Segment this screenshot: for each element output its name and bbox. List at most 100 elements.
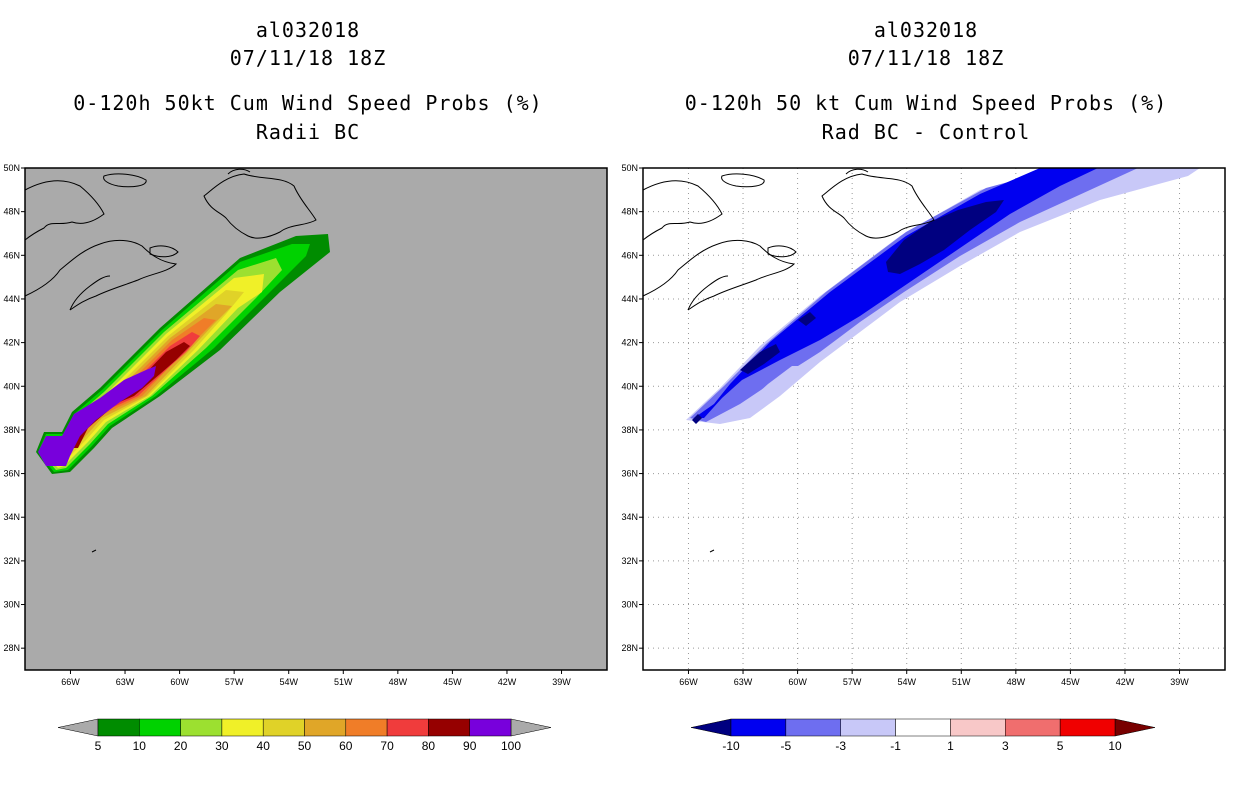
right-x-tick-label: 66W <box>679 677 698 687</box>
left-y-tick-label: 38N <box>3 425 20 435</box>
right-colorbar-label: 5 <box>1057 739 1064 753</box>
right-colorbar-label: -3 <box>835 739 846 753</box>
right-y-tick-label: 28N <box>621 643 638 653</box>
left-y-tick-label: 32N <box>3 556 20 566</box>
diff-contour-minus10-d <box>692 414 702 424</box>
right-colorbar-left-tip <box>690 718 732 737</box>
right-y-tick-label: 36N <box>621 469 638 479</box>
diff-contour-minus1 <box>686 168 1200 424</box>
right-y-tick-label: 44N <box>621 294 638 304</box>
right-x-tick-label: 54W <box>897 677 916 687</box>
left-colorbar-label: 20 <box>174 739 188 753</box>
left-colorbar-right-tip <box>510 718 552 737</box>
right-map-frame <box>642 167 1226 671</box>
right-x-tick-label: 45W <box>1061 677 1080 687</box>
left-colorbar-swatch <box>180 718 223 737</box>
left-y-tick-label: 34N <box>3 512 20 522</box>
left-map-frame <box>24 167 608 671</box>
left-y-tick-label: 42N <box>3 338 20 348</box>
left-colorbar-swatch <box>469 718 512 737</box>
left-storm-id: al032018 <box>255 18 361 42</box>
right-difference-plume <box>686 168 1200 424</box>
left-colorbar-label: 30 <box>215 739 229 753</box>
right-colorbar-label: -10 <box>722 739 740 753</box>
left-coastlines <box>24 168 317 553</box>
right-x-tick-label: 51W <box>952 677 971 687</box>
left-x-tick-label: 51W <box>334 677 353 687</box>
right-storm-id: al032018 <box>873 18 979 42</box>
prob-contour-90 <box>38 366 156 466</box>
right-coastlines <box>642 168 935 553</box>
left-y-tick-label: 40N <box>3 381 20 391</box>
right-x-tick-label: 39W <box>1170 677 1189 687</box>
diff-contour-minus10-c <box>798 312 816 326</box>
left-colorbar-label: 50 <box>298 739 312 753</box>
right-y-tick-label: 50N <box>621 163 638 173</box>
right-colorbar-swatch <box>1005 718 1061 737</box>
left-y-tick-label: 28N <box>3 643 20 653</box>
right-date: 07/11/18 18Z <box>847 46 1005 70</box>
right-x-axis: 66W 63W 60W 57W 54W 51W 48W 45W 42W 39W <box>679 670 1189 687</box>
diff-contour-minus10-b <box>740 344 780 374</box>
left-y-axis: 50N 48N 46N 44N 42N 40N 38N 36N 34N 32N 30N 28N <box>3 163 25 653</box>
left-colorbar-swatch <box>97 718 140 737</box>
left-colorbar-label: 10 <box>133 739 147 753</box>
right-y-axis: 50N 48N 46N 44N 42N 40N 38N 36N 34N 32N 30N 28N <box>621 163 643 653</box>
left-colorbar-left-tip <box>57 718 99 737</box>
left-colorbar-label: 70 <box>380 739 394 753</box>
left-x-tick-label: 54W <box>279 677 298 687</box>
right-x-tick-label: 48W <box>1007 677 1026 687</box>
right-colorbar: -10 -5 -3 -1 1 3 5 10 <box>690 718 1156 753</box>
diff-contour-minus1-b <box>744 366 806 414</box>
right-colorbar-label: -5 <box>781 739 792 753</box>
left-colorbar-swatch <box>345 718 388 737</box>
left-x-tick-label: 48W <box>389 677 408 687</box>
right-y-tick-label: 42N <box>621 338 638 348</box>
left-colorbar-swatch <box>386 718 429 737</box>
right-colorbar-label: 10 <box>1108 739 1122 753</box>
left-colorbar-label: 60 <box>339 739 353 753</box>
right-colorbar-swatch <box>840 718 896 737</box>
left-colorbar-swatch <box>262 718 305 737</box>
left-y-tick-label: 50N <box>3 163 20 173</box>
left-x-axis: 66W 63W 60W 57W 54W 51W 48W 45W 42W 39W <box>61 670 571 687</box>
right-colorbar-label: 3 <box>1002 739 1009 753</box>
left-x-tick-label: 39W <box>552 677 571 687</box>
right-x-tick-label: 57W <box>843 677 862 687</box>
left-x-tick-label: 63W <box>116 677 135 687</box>
right-y-tick-label: 38N <box>621 425 638 435</box>
left-colorbar-label: 100 <box>501 739 521 753</box>
left-colorbar-swatch <box>221 718 264 737</box>
right-x-tick-label: 42W <box>1116 677 1135 687</box>
left-map-panel: 50N 48N 46N 44N 42N 40N 38N 36N 34N 32N 30N 28N 66W… <box>3 163 608 687</box>
left-colorbar-label: 80 <box>422 739 436 753</box>
right-title: 0-120h 50 kt Cum Wind Speed Probs (%) <box>684 91 1168 115</box>
left-title: 0-120h 50kt Cum Wind Speed Probs (%) <box>73 91 543 115</box>
right-y-tick-label: 30N <box>621 600 638 610</box>
left-x-tick-label: 60W <box>170 677 189 687</box>
left-date: 07/11/18 18Z <box>229 46 387 70</box>
left-colorbar: 5 10 20 30 40 50 60 70 80 90 100 <box>57 718 552 753</box>
right-colorbar-swatch <box>895 718 951 737</box>
left-y-tick-label: 36N <box>3 469 20 479</box>
right-map-panel: 50N 48N 46N 44N 42N 40N 38N 36N 34N 32N 30N 28N 66W… <box>621 163 1226 687</box>
left-colorbar-swatch <box>139 718 181 737</box>
right-colorbar-swatch <box>730 718 787 737</box>
right-colorbar-swatch <box>950 718 1006 737</box>
left-colorbar-swatch <box>428 718 470 737</box>
right-colorbar-right-tip <box>1114 718 1156 737</box>
right-y-tick-label: 46N <box>621 250 638 260</box>
diff-contour-minus3 <box>690 168 1138 422</box>
left-colorbar-label: 5 <box>95 739 102 753</box>
left-y-tick-label: 44N <box>3 294 20 304</box>
left-x-tick-label: 42W <box>498 677 517 687</box>
left-x-tick-label: 57W <box>225 677 244 687</box>
left-y-tick-label: 46N <box>3 250 20 260</box>
right-subtitle: Rad BC - Control <box>821 120 1031 144</box>
right-x-tick-label: 63W <box>734 677 753 687</box>
left-subtitle: Radii BC <box>255 120 361 144</box>
right-colorbar-swatch <box>785 718 841 737</box>
left-probability-plume <box>36 234 330 474</box>
diff-contour-minus10-a <box>886 200 1004 274</box>
